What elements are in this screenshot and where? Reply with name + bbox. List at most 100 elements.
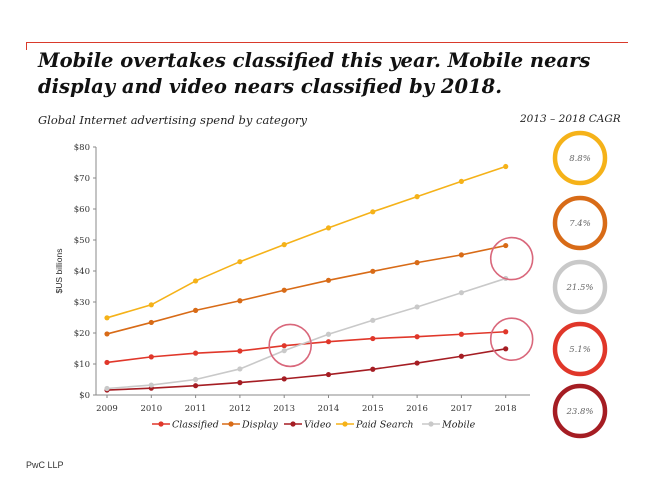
x-tick-label: 2011 — [185, 404, 207, 414]
data-point-video — [503, 346, 509, 352]
y-tick-label: $20 — [74, 329, 90, 339]
data-point-display — [370, 268, 376, 274]
x-tick-label: 2017 — [451, 404, 473, 414]
series-line-display — [106, 244, 506, 335]
data-point-classified — [370, 335, 376, 342]
data-point-paid-search — [458, 178, 464, 185]
cagr-value-paid-search: 8.8% — [569, 154, 591, 164]
legend-marker-display — [228, 421, 234, 427]
data-point-paid-search — [370, 209, 376, 215]
y-tick-label: $80 — [74, 143, 90, 153]
data-point-display — [237, 298, 243, 304]
legend-label-display: Display — [241, 420, 278, 431]
series-line-video — [106, 348, 506, 391]
data-point-paid-search — [193, 278, 199, 284]
accent-tick — [26, 42, 27, 50]
x-tick-label: 2015 — [362, 404, 384, 414]
y-axis-label: $US billions — [54, 249, 64, 294]
data-point-mobile — [148, 382, 154, 388]
data-point-display — [325, 277, 332, 283]
data-point-display — [148, 319, 154, 326]
x-tick-label: 2016 — [406, 404, 428, 414]
cagr-title: 2013 – 2018 CAGR — [520, 113, 621, 125]
x-tick-label: 2013 — [273, 404, 295, 414]
data-point-paid-search — [325, 225, 332, 231]
data-point-display — [414, 260, 420, 266]
data-point-mobile — [370, 317, 376, 323]
data-point-display — [458, 252, 464, 258]
legend-label-video: Video — [304, 420, 331, 431]
data-point-video — [370, 366, 376, 372]
x-tick-label: 2012 — [229, 404, 251, 414]
cagr-ring-display — [552, 195, 608, 251]
cagr-ring-paid-search — [552, 130, 608, 186]
x-tick-label: 2010 — [140, 404, 162, 414]
data-point-classified — [193, 350, 199, 356]
data-point-paid-search — [503, 163, 509, 170]
legend-marker-video — [290, 421, 296, 427]
x-tick-label: 2009 — [96, 404, 118, 414]
cagr-ring-video — [552, 383, 608, 439]
data-point-paid-search — [281, 242, 287, 248]
legend-marker-classified — [158, 421, 164, 427]
data-point-video — [458, 353, 464, 359]
cagr-value-display: 7.4% — [569, 219, 591, 229]
data-point-classified — [148, 354, 154, 360]
data-point-paid-search — [414, 194, 420, 200]
data-point-classified — [503, 329, 509, 335]
data-point-classified — [458, 331, 464, 337]
data-point-display — [281, 287, 287, 293]
data-point-display — [503, 242, 509, 249]
data-point-paid-search — [148, 302, 154, 308]
headline: Mobile overtakes classified this year. M… — [38, 49, 591, 98]
data-point-mobile — [414, 304, 420, 310]
data-point-paid-search — [237, 259, 243, 265]
data-point-video — [281, 376, 287, 382]
data-point-classified — [104, 359, 110, 366]
data-point-classified — [414, 334, 420, 340]
data-point-video — [414, 360, 420, 366]
data-point-classified — [237, 348, 243, 354]
data-point-mobile — [237, 366, 243, 372]
cagr-ring-classified — [552, 321, 608, 377]
y-tick-label: $0 — [79, 391, 90, 401]
data-point-mobile — [458, 290, 464, 296]
footer-source: PwC LLP — [26, 460, 64, 470]
data-point-mobile — [193, 376, 199, 383]
y-tick-label: $60 — [74, 205, 90, 215]
highlight-circle — [489, 317, 534, 362]
x-tick-label: 2018 — [495, 404, 517, 414]
data-point-mobile — [325, 331, 332, 337]
cagr-value-classified: 5.1% — [569, 345, 591, 355]
y-tick-label: $50 — [74, 236, 90, 246]
data-point-classified — [281, 343, 287, 349]
data-point-display — [104, 331, 110, 337]
data-point-video — [325, 371, 332, 378]
legend-label-paid-search: Paid Search — [355, 420, 414, 431]
cagr-value-video: 23.8% — [565, 407, 593, 417]
data-point-mobile — [104, 385, 110, 392]
data-point-classified — [325, 339, 332, 345]
legend-marker-paid-search — [342, 421, 348, 427]
accent-line — [26, 42, 628, 43]
series-line-mobile — [106, 277, 506, 390]
data-point-mobile — [281, 348, 287, 354]
data-point-video — [237, 380, 243, 386]
highlight-circle — [489, 236, 534, 281]
legend-label-mobile: Mobile — [441, 420, 476, 431]
highlight-circle — [268, 323, 313, 368]
x-tick-label: 2014 — [318, 404, 340, 414]
data-point-paid-search — [104, 315, 110, 321]
series-line-paid-search — [106, 165, 506, 319]
data-point-display — [193, 307, 199, 313]
y-tick-label: $40 — [74, 267, 90, 277]
data-point-video — [193, 383, 199, 389]
series-line-classified — [106, 330, 506, 364]
y-tick-label: $70 — [74, 174, 90, 184]
cagr-value-mobile: 21.5% — [565, 283, 593, 293]
cagr-ring-mobile — [552, 259, 608, 315]
y-tick-label: $10 — [74, 360, 90, 370]
y-tick-label: $30 — [74, 298, 90, 308]
legend-marker-mobile — [428, 421, 434, 427]
